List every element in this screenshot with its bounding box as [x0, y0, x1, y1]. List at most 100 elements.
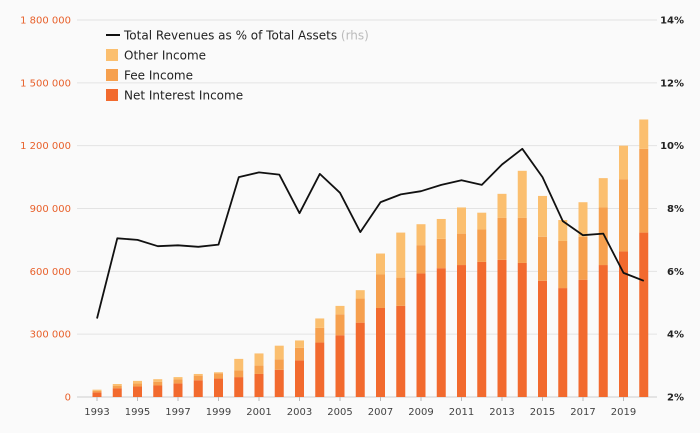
y-left-tick-label: 900 000 — [30, 204, 71, 215]
bar-net-interest-income — [639, 232, 649, 397]
bar-fee-income — [457, 233, 466, 266]
y-right-tick-label: 12% — [660, 78, 684, 89]
bar-other-income — [396, 232, 406, 278]
bar-other-income — [214, 372, 223, 374]
bar-fee-income — [619, 179, 628, 252]
y-right-tick-label: 14% — [660, 16, 684, 27]
bar-net-interest-income — [112, 388, 122, 397]
bar-other-income — [173, 377, 183, 380]
x-tick-label: 2011 — [449, 407, 474, 418]
bar-fee-income — [376, 274, 385, 308]
bar-net-interest-income — [477, 261, 487, 397]
bar-net-interest-income — [376, 307, 385, 397]
bar-other-income — [558, 220, 568, 241]
x-tick-label: 1997 — [165, 407, 190, 418]
bar-other-income — [619, 145, 628, 180]
bar-other-income — [355, 290, 365, 299]
x-tick-label: 1999 — [206, 407, 231, 418]
bar-other-income — [153, 379, 163, 382]
bar-net-interest-income — [598, 265, 608, 397]
bar-fee-income — [578, 236, 588, 280]
bar-fee-income — [497, 217, 507, 260]
x-tick-label: 2009 — [408, 407, 433, 418]
bar-net-interest-income — [92, 392, 102, 397]
bar-other-income — [517, 170, 527, 218]
bar-fee-income — [92, 390, 102, 393]
bar-other-income — [254, 353, 264, 366]
y-right-tick-label: 6% — [667, 267, 684, 278]
bar-net-interest-income — [355, 322, 365, 397]
y-left-tick-label: 300 000 — [30, 330, 71, 341]
legend-label-fee: Fee Income — [124, 69, 193, 83]
bar-other-income — [335, 305, 345, 315]
bar-fee-income — [598, 207, 608, 266]
bar-net-interest-income — [497, 259, 507, 397]
bar-other-income — [92, 389, 102, 391]
x-tick-label: 2007 — [368, 407, 393, 418]
y-right-tick-label: 8% — [667, 204, 684, 215]
bar-other-income — [376, 253, 385, 275]
bar-other-income — [497, 193, 507, 218]
y-right-tick-label: 2% — [667, 393, 684, 404]
bar-net-interest-income — [234, 377, 244, 397]
y-left-tick-label: 1 800 000 — [20, 16, 71, 27]
bar-net-interest-income — [173, 383, 183, 397]
bar-fee-income — [214, 373, 223, 379]
x-tick-label: 2017 — [570, 407, 595, 418]
bar-other-income — [234, 358, 244, 371]
bars — [92, 119, 649, 397]
bar-fee-income — [112, 385, 122, 389]
bar-fee-income — [133, 383, 142, 387]
bar-net-interest-income — [517, 262, 527, 397]
bar-fee-income — [193, 375, 203, 381]
x-tick-label: 1993 — [84, 407, 109, 418]
x-tick-label: 2001 — [246, 407, 271, 418]
bar-net-interest-income — [214, 378, 223, 397]
bar-fee-income — [416, 245, 426, 274]
bar-other-income — [193, 373, 203, 376]
x-tick-label: 2013 — [489, 407, 514, 418]
bar-other-income — [639, 119, 649, 149]
bar-net-interest-income — [416, 273, 426, 397]
bar-net-interest-income — [133, 386, 142, 397]
bar-other-income — [477, 212, 487, 230]
y-axis-left: 0 300 000 600 000 900 000 1 200 000 1 500 000… — [20, 16, 71, 404]
bar-other-income — [416, 224, 426, 246]
bar-other-income — [598, 178, 608, 208]
bar-fee-income — [396, 277, 406, 306]
line-series — [96, 147, 645, 319]
y-left-tick-label: 600 000 — [30, 267, 71, 278]
bar-fee-income — [558, 240, 568, 289]
bar-other-income — [538, 195, 547, 237]
x-tick-label: 2003 — [287, 407, 312, 418]
bar-fee-income — [355, 298, 365, 323]
bar-other-income — [274, 345, 284, 360]
bar-net-interest-income — [538, 280, 547, 397]
bar-fee-income — [254, 365, 264, 374]
bar-fee-income — [315, 327, 325, 343]
bar-other-income — [315, 318, 325, 328]
bar-other-income — [457, 207, 466, 234]
bar-fee-income — [274, 359, 284, 370]
legend-swatch-fee — [106, 69, 118, 81]
bar-fee-income — [477, 229, 487, 262]
x-tick-label: 2019 — [611, 407, 636, 418]
bar-fee-income — [517, 217, 527, 263]
x-tick-label: 2015 — [530, 407, 555, 418]
y-right-tick-label: 10% — [660, 141, 684, 152]
y-left-tick-label: 1 200 000 — [20, 141, 71, 152]
bar-other-income — [295, 340, 304, 348]
bar-net-interest-income — [457, 265, 466, 397]
bar-net-interest-income — [436, 268, 446, 397]
legend-label-other: Other Income — [124, 49, 206, 63]
bar-net-interest-income — [619, 251, 628, 397]
legend-swatch-other — [106, 49, 118, 61]
x-axis: 1993 1995 1997 1999 2001 2003 2005 2007 2009 2011… — [84, 397, 636, 418]
bar-net-interest-income — [578, 279, 588, 397]
bar-fee-income — [335, 314, 345, 336]
y-right-tick-label: 4% — [667, 330, 684, 341]
bar-fee-income — [173, 379, 183, 384]
bar-net-interest-income — [274, 369, 284, 397]
bar-other-income — [578, 202, 588, 237]
bar-net-interest-income — [153, 385, 163, 397]
